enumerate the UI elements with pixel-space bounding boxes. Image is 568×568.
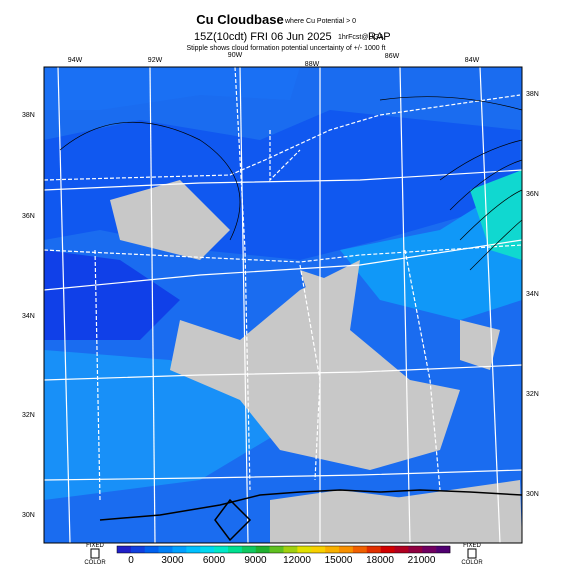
colorbar-swatch [352,546,368,553]
colorbar-icon [467,548,477,559]
colorbar-swatch [172,546,187,553]
valid-time: 15Z(10cdt) FRI 06 Jun 2025 [194,31,332,43]
colorbar-note: FIXED [463,543,481,549]
colorbar-tick-label: 0 [128,555,134,566]
colorbar-swatch [394,546,409,553]
lat-label: 36N [526,191,539,198]
colorbar-swatch [228,546,243,553]
colorbar-note: COLOR [461,560,483,566]
state-borders [43,66,523,501]
map-field [44,67,522,543]
subtitle: Stipple shows cloud formation potential … [186,45,385,52]
colorbar-tick-label: 12000 [283,555,311,566]
colorbar-note: FIXED [86,543,104,549]
colorbar-tick-label: 21000 [408,555,436,566]
colorbar-tick-label: 9000 [244,555,267,566]
contours [59,96,523,271]
colorbar-swatch [366,546,381,553]
lat-label: 34N [526,291,539,298]
lat-label: 34N [22,313,35,320]
map-frame [43,66,523,544]
lat-label: 30N [526,491,539,498]
colorbar-swatch [269,546,284,553]
colorbar-swatch [117,546,132,553]
colorbar-swatch [130,546,146,553]
colorbar-tick-label: 15000 [325,555,353,566]
colorbar-swatch [241,546,257,553]
colorbar-swatch [408,546,423,553]
colorbar-tick-label: 6000 [203,555,226,566]
colorbar-swatch [144,546,159,553]
colorbar-swatch [158,546,173,553]
lon-label: 94W [68,57,83,64]
lon-label: 92W [148,57,163,64]
colorbar-note: COLOR [84,560,106,566]
coastline [99,489,523,542]
colorbar-swatch [297,546,312,553]
lon-label: 90W [228,52,243,59]
lat-label: 30N [22,512,35,519]
colorbar-swatch [186,546,201,553]
lon-label: 84W [465,57,480,64]
colorbar-swatch [422,546,437,553]
forecast: 1hrFcst@UGA [338,34,384,41]
colorbar-swatch [436,546,451,553]
colorbar-tick-label: 3000 [161,555,184,566]
title-note: where Cu Potential > 0 [284,18,356,25]
colorbar-swatch [311,546,326,553]
colorbar-swatch [325,546,340,553]
title: Cu Cloudbase [196,12,283,27]
colorbar-frame [116,545,451,554]
colorbar-icon [90,548,100,559]
graticule [43,66,523,544]
lat-label: 38N [22,112,35,119]
lat-label: 32N [22,412,35,419]
colorbar-swatch [200,546,215,553]
colorbar-swatch [380,546,395,553]
colorbar-swatch [283,546,298,553]
lat-label: 36N [22,213,35,220]
lat-label: 32N [526,391,539,398]
lat-label: 38N [526,91,539,98]
colorbar-swatch [214,546,229,553]
colorbar-swatch [255,546,270,553]
colorbar-swatch [339,546,354,553]
lon-label: 86W [385,53,400,60]
model: RAP [368,31,391,43]
colorbar-tick-label: 18000 [366,555,394,566]
lon-label: 88W [305,61,320,68]
